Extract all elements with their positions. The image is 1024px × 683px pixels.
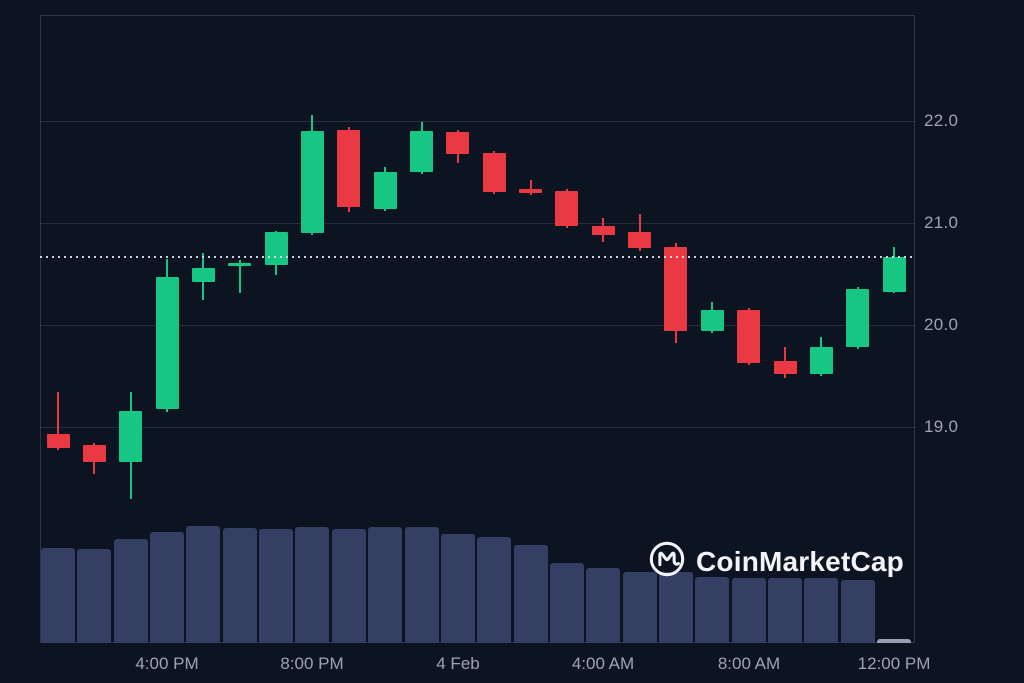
gridline <box>40 427 915 428</box>
volume-bar <box>623 572 657 643</box>
candle-body <box>374 172 397 209</box>
volume-bar <box>768 578 802 643</box>
candle-body <box>47 434 70 448</box>
volume-bar <box>804 578 838 643</box>
candle-wick <box>57 392 59 450</box>
x-axis-label: 8:00 AM <box>717 654 781 673</box>
candle-body <box>192 268 215 282</box>
coinmarketcap-logo-icon <box>648 540 686 583</box>
candle-body <box>846 289 869 347</box>
candle-body <box>119 411 142 462</box>
candle-body <box>701 310 724 331</box>
candle-body <box>410 131 433 172</box>
watermark: CoinMarketCap <box>648 540 904 583</box>
x-axis-label: 4:00 PM <box>135 654 199 673</box>
candle-wick <box>530 180 532 195</box>
volume-bar <box>877 639 911 643</box>
x-axis-label: 12:00 PM <box>857 654 931 673</box>
volume-bar <box>186 526 220 643</box>
volume-bar <box>550 563 584 643</box>
volume-bar <box>114 539 148 643</box>
volume-bar <box>41 548 75 643</box>
y-axis-label: 22.0 <box>924 111 959 130</box>
volume-bar <box>405 527 439 643</box>
candle-body <box>628 232 651 248</box>
candle-body <box>156 277 179 409</box>
volume-bar <box>514 545 548 643</box>
volume-bar <box>77 549 111 643</box>
candle-body <box>883 257 906 292</box>
volume-bar <box>332 529 366 643</box>
volume-bar <box>223 528 257 643</box>
candle-body <box>555 191 578 226</box>
volume-bar <box>368 527 402 643</box>
candle-body <box>664 247 687 331</box>
candle-body <box>774 361 797 374</box>
x-axis-label: 4 Feb <box>436 654 480 673</box>
x-axis-label: 8:00 PM <box>280 654 344 673</box>
candle-wick <box>239 260 241 293</box>
y-axis-label: 20.0 <box>924 315 959 334</box>
candle-body <box>592 226 615 235</box>
candle-body <box>265 232 288 265</box>
volume-bar <box>259 529 293 643</box>
x-axis-label: 4:00 AM <box>571 654 635 673</box>
volume-bar <box>150 532 184 643</box>
candle-body <box>810 347 833 374</box>
candle-body <box>83 445 106 462</box>
candle-body <box>483 153 506 192</box>
volume-bar <box>586 568 620 643</box>
watermark-text: CoinMarketCap <box>696 545 904 577</box>
volume-bar <box>695 577 729 643</box>
volume-bar <box>441 534 475 643</box>
volume-bar <box>732 578 766 643</box>
candle-body <box>737 310 760 363</box>
volume-bar <box>841 580 875 643</box>
volume-bar <box>659 572 693 643</box>
candle-body <box>446 132 469 154</box>
volume-bar <box>295 527 329 643</box>
gridline <box>40 223 915 224</box>
volume-bar <box>477 537 511 643</box>
y-axis-label: 21.0 <box>924 213 959 232</box>
gridline <box>40 121 915 122</box>
y-axis-label: 19.0 <box>924 417 959 436</box>
gridline <box>40 325 915 326</box>
candle-body <box>337 130 360 207</box>
candle-body <box>228 263 251 266</box>
candle-body <box>301 131 324 233</box>
current-price-line <box>40 256 915 258</box>
candle-body <box>519 189 542 193</box>
